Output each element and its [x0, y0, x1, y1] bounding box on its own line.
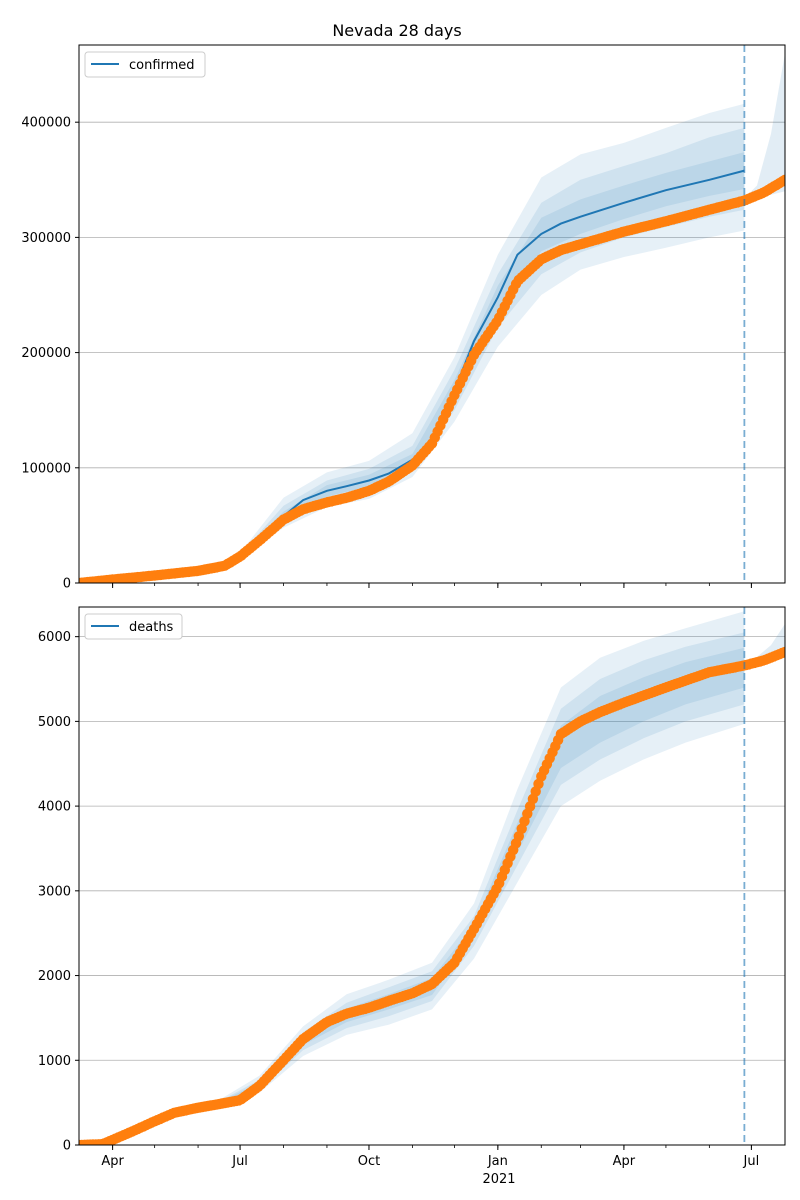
x-tick-label: Apr [101, 1154, 124, 1169]
y-tick-label: 6000 [38, 630, 71, 645]
y-tick-label: 100000 [21, 461, 71, 476]
y-tick-label: 400000 [21, 116, 71, 131]
axes-frame [78, 44, 786, 584]
legend-box [84, 51, 206, 78]
y-tick-label: 2000 [38, 969, 71, 984]
legend: deaths [84, 613, 183, 640]
x-year-label: 2021 [482, 1172, 515, 1187]
confirmed-panel: Nevada 28 days 0 100000 200000 300000 400000… [21, 21, 786, 592]
legend-label: deaths [129, 620, 174, 635]
x-tick-label: Oct [358, 1154, 380, 1169]
x-tick-label: Jul [231, 1154, 248, 1169]
x-tick-label: Apr [613, 1154, 636, 1169]
legend: confirmed [84, 51, 206, 78]
plot-area [79, 53, 785, 583]
x-tick-label: Jan [487, 1154, 508, 1169]
legend-box [84, 613, 183, 640]
uncertainty-band [132, 647, 745, 1132]
axes-frame [78, 606, 786, 1146]
y-tick-label: 4000 [38, 800, 71, 815]
legend-label: confirmed [129, 58, 195, 73]
chart-title: Nevada 28 days [332, 21, 461, 40]
deaths-panel: 0 1000 2000 3000 4000 5000 6000 Apr Jul Oct Jan Apr… [38, 606, 786, 1187]
uncertainty-band [132, 632, 745, 1132]
x-tick-label: Jul [743, 1154, 760, 1169]
uncertainty-band [132, 611, 745, 1133]
y-tick-label: 3000 [38, 884, 71, 899]
y-tick-label: 5000 [38, 715, 71, 730]
observed-point [779, 646, 785, 658]
plot-area [79, 611, 785, 1145]
post-forecast-band [744, 53, 785, 203]
y-tick-label: 200000 [21, 346, 71, 361]
y-tick-label: 0 [63, 577, 71, 592]
y-tick-label: 1000 [38, 1054, 71, 1069]
y-tick-label: 0 [63, 1139, 71, 1154]
y-tick-label: 300000 [21, 231, 71, 246]
observed-point [779, 174, 785, 185]
